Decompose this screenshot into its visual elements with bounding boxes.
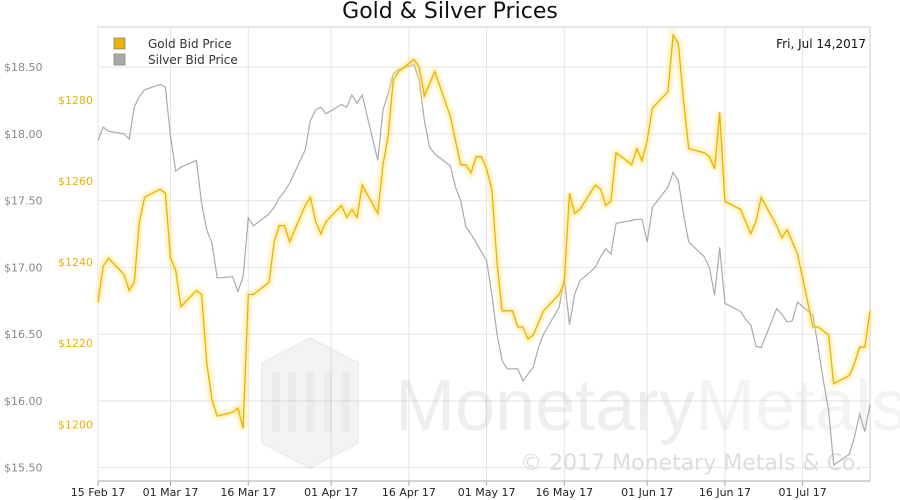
date-label: Fri, Jul 14,2017: [776, 37, 866, 51]
legend-silver-label: Silver Bid Price: [148, 53, 238, 67]
legend-gold-label: Gold Bid Price: [148, 37, 232, 51]
x-tick-label: 16 Apr 17: [382, 486, 436, 499]
watermark-logo-icon: [261, 336, 359, 470]
right-tick-label: $1240: [58, 256, 93, 269]
x-tick-label: 15 Feb 17: [71, 486, 125, 499]
svg-text:MonetaryMetals: MonetaryMetals: [395, 366, 900, 446]
x-axis-ticks: 15 Feb 17 01 Mar 17 16 Mar 17 01 Apr 17 16 A…: [71, 481, 827, 499]
series-silver-line: [97, 63, 871, 467]
x-tick-label: 01 Mar 17: [143, 486, 199, 499]
left-tick-label: $17.50: [4, 195, 43, 208]
watermark: MonetaryMetals: [261, 336, 900, 470]
right-tick-label: $1200: [58, 418, 93, 431]
left-tick-label: $16.50: [4, 328, 43, 341]
x-tick-label: 01 Apr 17: [304, 486, 358, 499]
right-tick-label: $1280: [58, 94, 93, 107]
legend-gold-swatch: [113, 37, 126, 50]
left-tick-label: $18.00: [4, 128, 43, 141]
left-axis-ticks: $15.50 $16.00 $16.50 $17.00 $17.50 $18.00 $18.…: [4, 61, 43, 475]
vertical-grid: [97, 27, 804, 481]
watermark-brand-second: Metals: [695, 366, 900, 446]
watermark-copyright: © 2017 Monetary Metals & Co.: [520, 451, 862, 476]
legend-silver-swatch: [113, 53, 126, 66]
left-tick-label: $15.50: [4, 462, 43, 475]
x-tick-label: 01 May 17: [458, 486, 516, 499]
left-tick-label: $18.50: [4, 61, 43, 74]
horizontal-grid: [98, 66, 870, 469]
series-gold-line: [97, 33, 871, 429]
x-tick-label: 01 Jun 17: [621, 486, 673, 499]
right-tick-label: $1260: [58, 175, 93, 188]
x-tick-label: 16 Jun 17: [699, 486, 751, 499]
right-axis-ticks: $1200 $1220 $1240 $1260 $1280: [58, 94, 93, 431]
legend: Gold Bid Price Silver Bid Price: [113, 37, 238, 67]
left-tick-label: $17.00: [4, 261, 43, 274]
right-tick-label: $1220: [58, 337, 93, 350]
left-tick-label: $16.00: [4, 395, 43, 408]
watermark-brand-first: Monetary: [395, 366, 695, 446]
x-tick-label: 01 Jul 17: [779, 486, 827, 499]
x-tick-label: 16 May 17: [535, 486, 593, 499]
plot-area: [97, 26, 871, 482]
chart-title: Gold & Silver Prices: [342, 0, 558, 24]
x-tick-label: 16 Mar 17: [220, 486, 276, 499]
